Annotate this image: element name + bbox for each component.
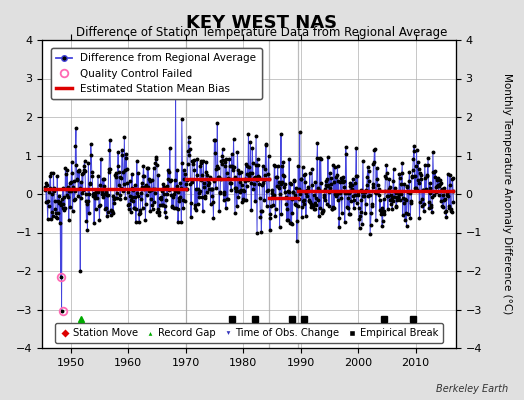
Text: Difference of Station Temperature Data from Regional Average: Difference of Station Temperature Data f… xyxy=(77,26,447,39)
Y-axis label: Monthly Temperature Anomaly Difference (°C): Monthly Temperature Anomaly Difference (… xyxy=(501,73,511,315)
Legend: Difference from Regional Average, Quality Control Failed, Estimated Station Mean: Difference from Regional Average, Qualit… xyxy=(51,48,261,99)
Text: Berkeley Earth: Berkeley Earth xyxy=(436,384,508,394)
Text: KEY WEST NAS: KEY WEST NAS xyxy=(187,14,337,32)
